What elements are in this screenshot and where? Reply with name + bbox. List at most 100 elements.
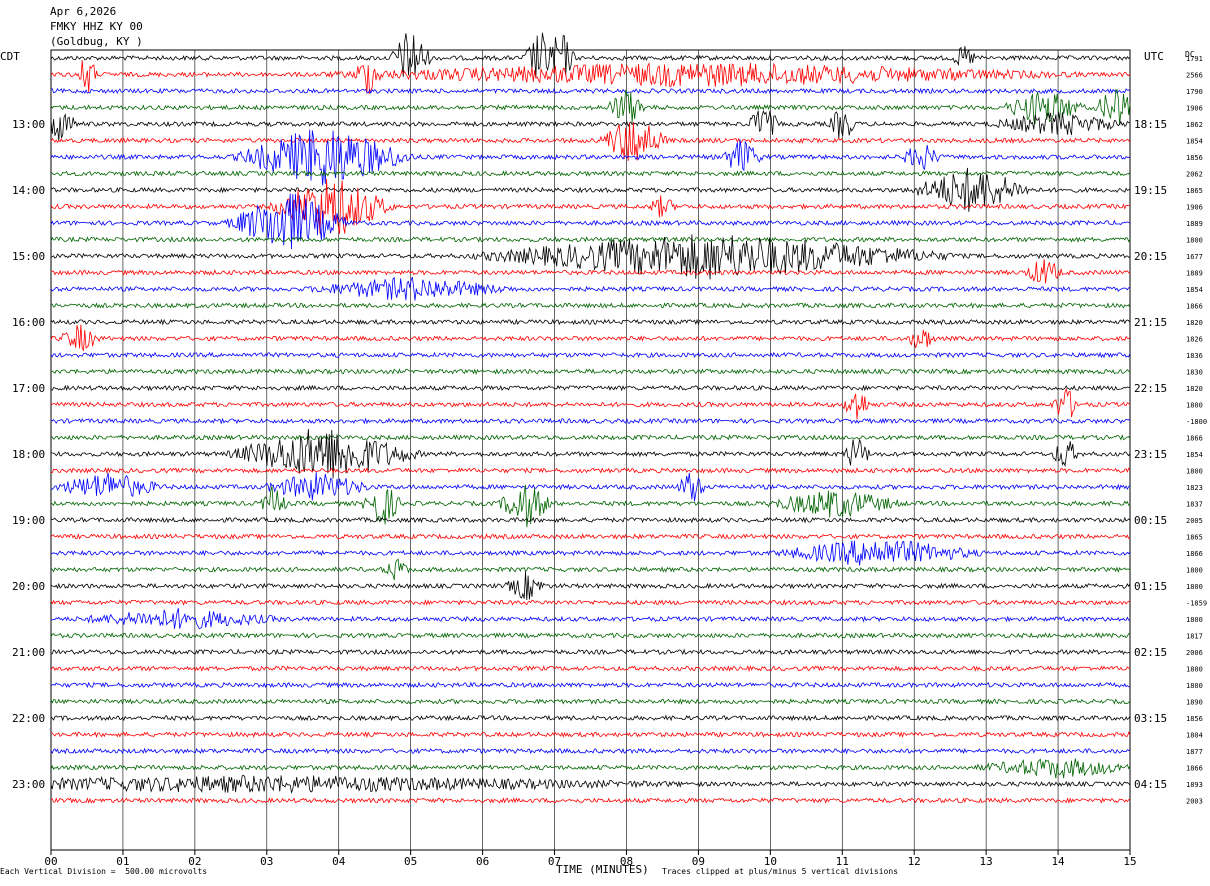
plot-date: Apr 6,2026 bbox=[50, 5, 117, 18]
trace-line bbox=[50, 472, 1131, 502]
dc-offset-label: 1800 bbox=[1186, 468, 1203, 476]
dc-offset-label: 1823 bbox=[1186, 484, 1203, 492]
dc-offset-label: 1820 bbox=[1186, 319, 1203, 327]
right-hour-label: 20:15 bbox=[1134, 250, 1167, 263]
trace-line bbox=[50, 648, 1131, 656]
dc-offset-label: 1800 bbox=[1186, 583, 1203, 591]
trace-line bbox=[50, 747, 1131, 755]
x-tick-label: 06 bbox=[476, 855, 489, 868]
dc-offset-label: 1800 bbox=[1186, 616, 1203, 624]
dc-offset-label: 1866 bbox=[1186, 303, 1203, 311]
trace-line bbox=[50, 467, 1131, 475]
trace-line bbox=[50, 276, 1131, 301]
x-tick-label: 05 bbox=[404, 855, 417, 868]
dc-offset-label: 1856 bbox=[1186, 715, 1203, 723]
x-tick-label: 07 bbox=[548, 855, 561, 868]
dc-offset-label: 1906 bbox=[1186, 204, 1203, 212]
left-hour-label: 16:00 bbox=[12, 316, 45, 329]
dc-offset-label: 1836 bbox=[1186, 352, 1203, 360]
trace-line bbox=[50, 533, 1131, 541]
trace-line bbox=[50, 516, 1131, 524]
x-tick-label: 08 bbox=[620, 855, 633, 868]
dc-offset-label: 1790 bbox=[1186, 88, 1203, 96]
trace-line bbox=[50, 167, 1131, 212]
trace-line bbox=[50, 324, 1131, 352]
x-tick-label: 11 bbox=[836, 855, 849, 868]
trace-line bbox=[50, 758, 1131, 779]
trace-line bbox=[50, 698, 1131, 706]
right-hour-label: 19:15 bbox=[1134, 184, 1167, 197]
trace-line bbox=[50, 110, 1131, 141]
trace-line bbox=[50, 608, 1131, 630]
dc-offset-label: 2006 bbox=[1186, 649, 1203, 657]
station-code: FMKY HHZ KY 00 bbox=[50, 20, 143, 33]
trace-line bbox=[50, 632, 1131, 639]
right-hour-label: 03:15 bbox=[1134, 712, 1167, 725]
left-hour-label: 18:00 bbox=[12, 448, 45, 461]
x-tick-label: 01 bbox=[116, 855, 129, 868]
right-hour-label: 23:15 bbox=[1134, 448, 1167, 461]
x-tick-label: 13 bbox=[980, 855, 993, 868]
trace-line bbox=[50, 571, 1131, 601]
trace-line bbox=[50, 259, 1131, 284]
dc-offset-label: 1889 bbox=[1186, 220, 1203, 228]
dc-offset-label: 2062 bbox=[1186, 171, 1203, 179]
dc-offset-label: 1906 bbox=[1186, 105, 1203, 113]
utc-timezone-label: UTC bbox=[1144, 50, 1164, 63]
x-tick-label: 09 bbox=[692, 855, 705, 868]
right-hour-label: 01:15 bbox=[1134, 580, 1167, 593]
left-hour-label: 15:00 bbox=[12, 250, 45, 263]
dc-offset-label: 2566 bbox=[1186, 72, 1203, 80]
left-hour-label: 23:00 bbox=[12, 778, 45, 791]
dc-offset-label: 1889 bbox=[1186, 270, 1203, 278]
x-tick-label: 03 bbox=[260, 855, 273, 868]
right-hour-label: 00:15 bbox=[1134, 514, 1167, 527]
trace-line bbox=[50, 32, 1131, 78]
left-hour-label: 14:00 bbox=[12, 184, 45, 197]
dc-offset-label: -1800 bbox=[1186, 418, 1207, 426]
right-hour-label: 21:15 bbox=[1134, 316, 1167, 329]
trace-line bbox=[50, 558, 1131, 581]
trace-line bbox=[50, 121, 1131, 161]
local-timezone-label: CDT bbox=[0, 50, 20, 63]
right-hour-label: 02:15 bbox=[1134, 646, 1167, 659]
trace-line bbox=[50, 387, 1131, 420]
dc-offset-header: DC bbox=[1185, 50, 1195, 59]
trace-line bbox=[50, 384, 1131, 392]
dc-offset-label: 1866 bbox=[1186, 765, 1203, 773]
left-hour-label: 21:00 bbox=[12, 646, 45, 659]
trace-line bbox=[50, 60, 1131, 95]
x-tick-label: 10 bbox=[764, 855, 777, 868]
trace-line bbox=[50, 797, 1131, 804]
trace-line bbox=[50, 170, 1131, 177]
dc-offset-label: 1854 bbox=[1186, 451, 1203, 459]
dc-offset-label: 1817 bbox=[1186, 633, 1203, 641]
station-location: (Goldbug, KY ) bbox=[50, 35, 143, 48]
dc-offset-label: 1830 bbox=[1186, 369, 1203, 377]
dc-offset-label: 2005 bbox=[1186, 517, 1203, 525]
dc-offset-label: 1856 bbox=[1186, 154, 1203, 162]
trace-line bbox=[50, 731, 1131, 739]
trace-line bbox=[50, 178, 1131, 234]
dc-offset-label: 1837 bbox=[1186, 501, 1203, 509]
trace-line bbox=[50, 302, 1131, 309]
x-tick-label: 12 bbox=[908, 855, 921, 868]
dc-offset-label: 1826 bbox=[1186, 336, 1203, 344]
dc-offset-label: 1677 bbox=[1186, 253, 1203, 261]
dc-offset-label: 1893 bbox=[1186, 781, 1203, 789]
dc-offset-label: 1862 bbox=[1186, 121, 1203, 129]
dc-offset-label: 1800 bbox=[1186, 237, 1203, 245]
x-tick-label: 02 bbox=[188, 855, 201, 868]
dc-offset-label: 1820 bbox=[1186, 385, 1203, 393]
dc-offset-label: 1866 bbox=[1186, 550, 1203, 558]
trace-line bbox=[50, 681, 1131, 689]
trace-line bbox=[50, 234, 1131, 280]
trace-line bbox=[50, 417, 1131, 425]
trace-line bbox=[50, 433, 1131, 441]
dc-offset-label: 1865 bbox=[1186, 187, 1203, 195]
right-hour-label: 22:15 bbox=[1134, 382, 1167, 395]
trace-line bbox=[50, 484, 1131, 528]
trace-line bbox=[50, 318, 1131, 326]
dc-offset-label: -1859 bbox=[1186, 600, 1207, 608]
dc-offset-label: 1800 bbox=[1186, 666, 1203, 674]
